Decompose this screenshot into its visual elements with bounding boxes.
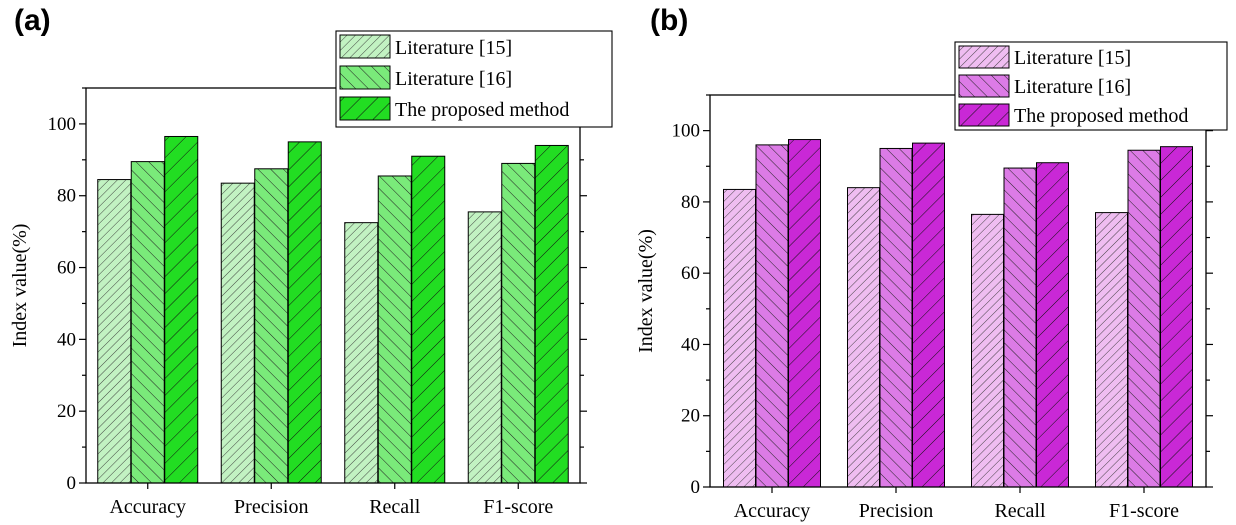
panel-0-bar-hatch [97, 179, 132, 484]
panel-1-ytick-label: 60 [681, 263, 700, 284]
panel-1-bar-3-1 [1127, 149, 1161, 488]
panel-0-bar-1-1 [254, 168, 289, 484]
panel-0-ylabel: Index value(%) [9, 224, 31, 348]
panel-0-xtick-label: Accuracy [109, 496, 186, 518]
panel-1-bar-3-2 [1160, 146, 1193, 488]
panel-0-legend-swatch-1 [339, 65, 391, 90]
panel-0-bar-2-2 [411, 155, 446, 484]
chart-panel-b: (b) 0 20 40 60 80 100 Accuracy Precision Recall F1… [635, 4, 1228, 522]
panel-0-xtick-label: Recall [369, 496, 421, 518]
panel-1-bar-hatch [1003, 167, 1037, 488]
panel-0-legend-entry-0: Literature [15] [395, 37, 512, 59]
panel-0-legend-swatch-0 [339, 34, 391, 59]
panel-0-legend-swatch-2 [339, 96, 391, 121]
panel-1-xtick-label: Recall [994, 500, 1046, 522]
panel-0-ytick-label: 0 [67, 473, 77, 494]
chart-panel-a: (a) 0 20 40 60 80 100 Accuracy Precision Recall F1… [9, 4, 613, 518]
panel-1-bar-hatch [1036, 162, 1069, 488]
panel-0-ytick-label: 80 [57, 186, 76, 207]
panel-1-bar-2-2 [1036, 162, 1069, 488]
panel-0-bar-hatch [287, 141, 322, 484]
panel-1-legend-swatch-2 [958, 103, 1010, 127]
panel-0-bar-0-1 [130, 161, 165, 484]
panel-0-bar-hatch [254, 168, 289, 484]
panel-0-bar-3-1 [501, 162, 536, 484]
panel-1-bar-1-2 [912, 142, 945, 488]
panel-1-ytick-label: 40 [681, 334, 700, 355]
panel-0-legend-entry-1: Literature [16] [395, 68, 512, 90]
panel-1-legend-swatch-hatch [958, 103, 1010, 127]
panel-1-bar-0-0 [723, 188, 756, 488]
panel-0-bar-hatch [411, 155, 446, 484]
panel-1-bar-hatch [1095, 212, 1128, 488]
panel-1-bar-2-0 [971, 213, 1004, 488]
panel-1-bar-2-1 [1003, 167, 1037, 488]
panel-1-bar-0-2 [788, 139, 821, 488]
panel-0-ytick-label: 100 [48, 114, 77, 135]
panel-1-bar-1-0 [847, 187, 880, 488]
panel-0-bar-2-1 [377, 175, 412, 484]
panel-0-axes-frame [85, 87, 581, 484]
panel-0-xtick-label: Precision [234, 496, 308, 518]
panel-1-bar-hatch [723, 188, 756, 488]
panel-0-legend-entry-2: The proposed method [395, 99, 569, 121]
panel-1-bar-hatch [971, 213, 1004, 488]
panel-0-xtick-label: F1-score [483, 496, 553, 518]
panel-0-ytick-label: 40 [57, 329, 76, 350]
panel-1-legend-swatch-hatch [958, 45, 1010, 69]
panel-0-bar-0-2 [164, 135, 199, 484]
panel-1-bar-hatch [1160, 146, 1193, 488]
panel-1-bar-hatch [912, 142, 945, 488]
panel-0-label: (a) [14, 4, 51, 37]
panel-1-bar-hatch [847, 187, 880, 488]
panel-0-legend-swatch-hatch [339, 34, 391, 59]
panel-1-legend-swatch-1 [958, 74, 1010, 98]
panel-0-bar-0-0 [97, 179, 132, 484]
panel-0-legend-swatch-hatch [339, 96, 391, 121]
panel-1-bar-hatch [879, 147, 913, 488]
panel-1-legend-entry-1: Literature [16] [1014, 76, 1131, 98]
panel-1-label: (b) [650, 4, 688, 37]
panel-0-bar-hatch [534, 144, 569, 484]
panel-1-xtick-label: F1-score [1109, 500, 1179, 522]
panel-1-ytick-label: 100 [672, 121, 701, 142]
panel-1-legend-entry-0: Literature [15] [1014, 47, 1131, 69]
panel-1-ytick-label: 20 [681, 406, 700, 427]
panel-0-bar-3-0 [467, 211, 502, 484]
panel-0-bar-2-0 [344, 222, 379, 484]
panel-0-bar-1-2 [287, 141, 322, 484]
panel-1-bar-0-1 [755, 144, 789, 488]
panel-1-xtick-label: Precision [859, 500, 933, 522]
panel-0-ytick-label: 60 [57, 258, 76, 279]
panel-0-bar-hatch [467, 211, 502, 484]
panel-1-bar-3-0 [1095, 212, 1128, 488]
panel-0-bar-1-0 [220, 182, 255, 484]
panel-0-bar-hatch [220, 182, 255, 484]
panel-1-legend-entry-2: The proposed method [1014, 105, 1188, 127]
panel-1-bar-hatch [755, 144, 789, 488]
panel-0-bar-hatch [130, 161, 165, 484]
panel-1-xtick-label: Accuracy [734, 500, 811, 522]
panel-1-ytick-label: 80 [681, 192, 700, 213]
panel-0-ytick-label: 20 [57, 401, 76, 422]
panel-1-legend-swatch-hatch [958, 74, 1010, 98]
panel-0-bar-hatch [164, 135, 199, 484]
panel-1-bar-hatch [1127, 149, 1161, 488]
panel-0-bar-hatch [344, 222, 379, 484]
panel-1-ylabel: Index value(%) [635, 229, 657, 353]
panel-0-bar-hatch [501, 162, 536, 484]
panel-1-bar-1-1 [879, 147, 913, 488]
panel-1-bar-hatch [788, 139, 821, 488]
panel-0-legend-swatch-hatch [339, 65, 391, 90]
panel-0-legend: Literature [15] Literature [16] The propos… [335, 30, 613, 128]
panel-1-legend: Literature [15] Literature [16] The propos… [954, 41, 1228, 131]
panel-1-legend-swatch-0 [958, 45, 1010, 69]
panel-0-bar-3-2 [534, 144, 569, 484]
panel-0-bar-hatch [377, 175, 412, 484]
panel-1-ytick-label: 0 [691, 477, 701, 498]
